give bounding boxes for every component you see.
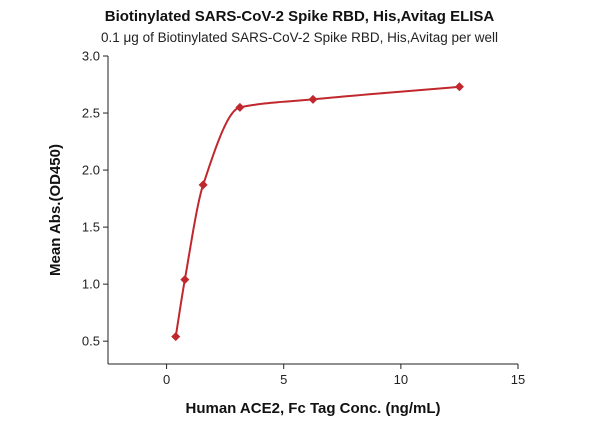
y-tick-label: 1.0 — [82, 277, 100, 292]
chart-subtitle: 0.1 μg of Biotinylated SARS-CoV-2 Spike … — [101, 30, 498, 45]
data-point-diamond — [235, 102, 245, 112]
data-point-diamond — [454, 82, 464, 92]
y-tick-label: 2.5 — [82, 106, 100, 121]
y-tick-label: 0.5 — [82, 334, 100, 349]
x-tick-label: 5 — [280, 372, 287, 387]
data-points-layer — [171, 82, 464, 342]
data-point-diamond — [171, 332, 181, 342]
y-tick-label: 3.0 — [82, 49, 100, 64]
data-point-diamond — [180, 275, 190, 285]
fit-curve — [174, 85, 460, 337]
y-tick-label: 2.0 — [82, 163, 100, 178]
axes: 0 5 10 15 0.5 1.0 1.5 2.0 2.5 3.0 — [82, 49, 525, 388]
x-axis-label: Human ACE2, Fc Tag Conc. (ng/mL) — [185, 400, 440, 417]
y-tick-label: 1.5 — [82, 220, 100, 235]
fit-curve-layer — [174, 85, 460, 337]
data-point-diamond — [308, 94, 318, 104]
y-axis-label: Mean Abs.(OD450) — [47, 144, 64, 276]
chart-title: Biotinylated SARS-CoV-2 Spike RBD, His,A… — [104, 8, 495, 25]
data-point-diamond — [198, 180, 208, 190]
x-tick-label: 10 — [394, 372, 408, 387]
x-tick-label: 0 — [163, 372, 170, 387]
x-tick-label: 15 — [511, 372, 525, 387]
